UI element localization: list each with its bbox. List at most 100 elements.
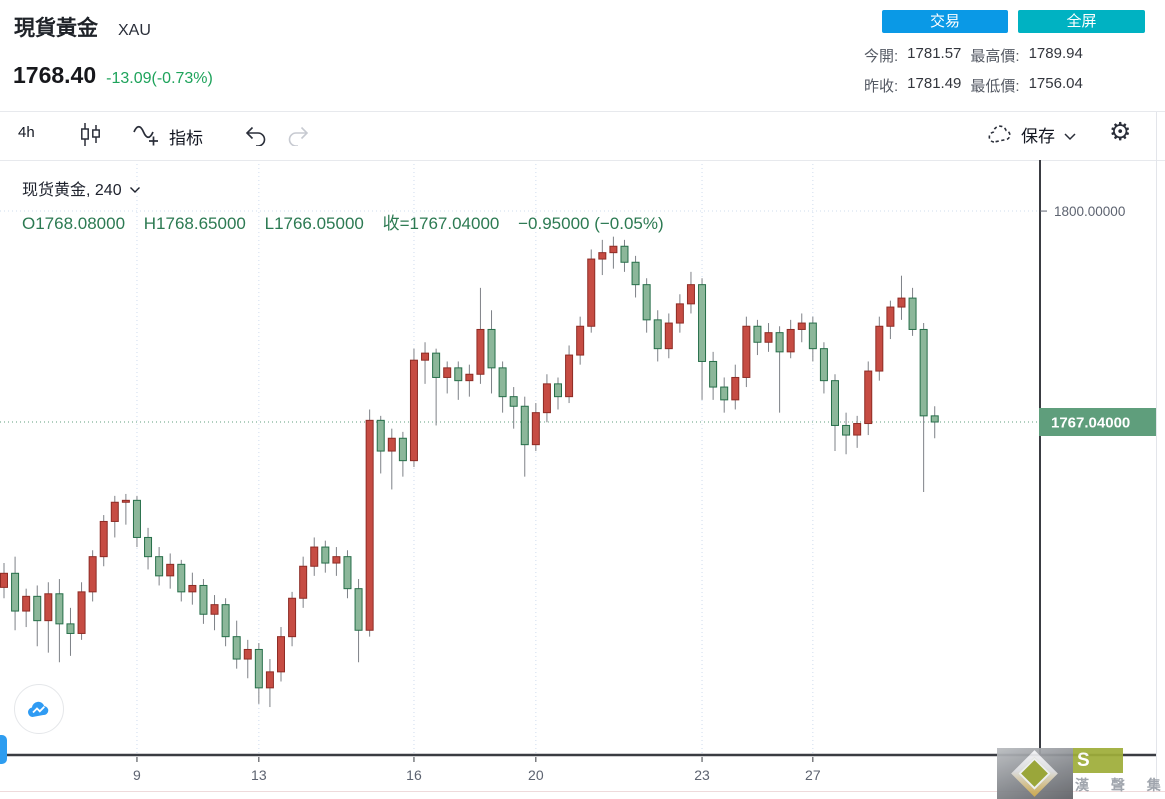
candle-down bbox=[698, 284, 707, 362]
stat-open-label: 今開: bbox=[864, 48, 899, 65]
save-dropdown-button[interactable] bbox=[1063, 132, 1077, 141]
candle-down bbox=[232, 636, 241, 660]
candle-up bbox=[387, 437, 396, 452]
time-axis-label: 27 bbox=[805, 767, 821, 783]
candle-down bbox=[930, 415, 939, 423]
indicators-button[interactable]: 指标 bbox=[131, 123, 203, 149]
time-axis-label: 23 bbox=[694, 767, 710, 783]
instrument-symbol: XAU bbox=[118, 22, 151, 39]
stat-high-value: 1789.94 bbox=[1028, 45, 1083, 62]
candle-up bbox=[443, 367, 452, 378]
candle-down bbox=[254, 648, 263, 689]
candle-down bbox=[720, 386, 729, 401]
time-axis-label: 20 bbox=[528, 767, 544, 783]
candle-up bbox=[731, 376, 740, 401]
toolbar-bottom-divider bbox=[0, 160, 1165, 161]
interval-label: 4h bbox=[18, 124, 35, 141]
candle-up bbox=[531, 412, 540, 446]
legend-chevron-down-icon[interactable] bbox=[129, 186, 141, 194]
candle-up bbox=[542, 383, 551, 414]
candle-down bbox=[620, 245, 629, 263]
candle-down bbox=[908, 297, 917, 330]
scroll-left-handle[interactable] bbox=[0, 735, 7, 764]
candlestick-chart-canvas[interactable]: 9 13 16 20 23 27 1800.00000 1767.04000 bbox=[0, 160, 1165, 799]
candle-up bbox=[166, 563, 175, 577]
ohlc-close: 收=1767.04000 bbox=[382, 214, 500, 233]
instrument-header: 現貨黃金 XAU bbox=[14, 12, 151, 42]
stat-prevclose-label: 昨收: bbox=[864, 78, 899, 95]
candle-down bbox=[631, 261, 640, 286]
fullscreen-button[interactable]: 全屏 bbox=[1018, 10, 1145, 33]
chart-style-button[interactable] bbox=[76, 121, 103, 148]
candle-down bbox=[709, 360, 718, 388]
candle-up bbox=[686, 284, 695, 305]
hansheng-logo-icon bbox=[997, 748, 1073, 799]
ohlc-open: O1768.08000 bbox=[22, 214, 126, 233]
candle-down bbox=[842, 424, 851, 436]
candle-up bbox=[265, 671, 274, 689]
stat-open-value: 1781.57 bbox=[907, 45, 962, 62]
ohlc-readout: O1768.08000 H1768.65000 L1766.05000 收=17… bbox=[22, 209, 678, 234]
stat-low-value: 1756.04 bbox=[1028, 75, 1083, 92]
trade-button[interactable]: 交易 bbox=[882, 10, 1008, 33]
ohlc-low: L1766.05000 bbox=[264, 214, 364, 233]
candle-down bbox=[819, 348, 828, 382]
candle-up bbox=[88, 556, 97, 593]
watermark-partial-text: S bbox=[1073, 748, 1123, 773]
daily-stats: 今開: 1781.57 最高價: 1789.94 昨收: 1781.49 最低價… bbox=[864, 45, 1083, 96]
hansheng-watermark: S 漢 聲 集 團 bbox=[997, 748, 1165, 799]
blue-cloud-chart-icon bbox=[28, 701, 49, 717]
candle-up bbox=[110, 501, 119, 522]
candlestick-style-icon bbox=[81, 123, 100, 146]
chevron-down-icon bbox=[1064, 133, 1076, 141]
indicators-label: 指标 bbox=[169, 128, 203, 148]
settings-button[interactable]: ⚙︎ bbox=[1109, 119, 1131, 145]
candle-down bbox=[653, 319, 662, 350]
candle-up bbox=[875, 325, 884, 372]
candle-up bbox=[565, 354, 574, 398]
save-label: 保存 bbox=[1021, 127, 1055, 146]
candle-down bbox=[520, 405, 529, 446]
candle-up bbox=[288, 597, 297, 638]
candle-up bbox=[421, 352, 430, 361]
time-axis-label: 13 bbox=[251, 767, 267, 783]
save-button[interactable]: 保存 bbox=[986, 122, 1055, 147]
interval-button[interactable]: 4h bbox=[18, 124, 35, 141]
candle-down bbox=[66, 623, 75, 634]
redo-button[interactable] bbox=[286, 125, 311, 146]
ohlc-high: H1768.65000 bbox=[143, 214, 246, 233]
time-axis-label: 9 bbox=[133, 767, 141, 783]
redo-icon bbox=[288, 126, 309, 146]
candle-down bbox=[354, 588, 363, 631]
candle-down bbox=[509, 396, 518, 407]
cloud-save-icon bbox=[988, 124, 1011, 143]
candle-down bbox=[132, 499, 141, 538]
last-price-tag-label: 1767.04000 bbox=[1051, 415, 1130, 432]
candle-down bbox=[343, 556, 352, 590]
candle-up bbox=[0, 572, 8, 588]
gear-icon: ⚙︎ bbox=[1109, 118, 1132, 146]
candle-up bbox=[742, 325, 751, 378]
candle-down bbox=[454, 367, 463, 382]
candle-up bbox=[188, 584, 197, 593]
candle-down bbox=[432, 352, 441, 378]
candle-up bbox=[664, 322, 673, 350]
candle-up bbox=[465, 373, 474, 382]
candle-up bbox=[44, 593, 53, 622]
series-legend[interactable]: 现货黄金, 240 bbox=[22, 176, 141, 200]
candle-down bbox=[753, 325, 762, 343]
candle-up bbox=[299, 565, 308, 599]
candle-up bbox=[332, 556, 341, 564]
toolbar-top-divider bbox=[0, 111, 1165, 112]
pane-right-border bbox=[1156, 112, 1157, 791]
candle-up bbox=[77, 591, 86, 634]
provider-logo-button[interactable] bbox=[14, 684, 64, 734]
stat-prevclose-value: 1781.49 bbox=[907, 75, 962, 92]
candle-down bbox=[33, 595, 42, 622]
candle-down bbox=[554, 383, 562, 398]
undo-button[interactable] bbox=[243, 125, 268, 146]
candle-up bbox=[587, 258, 596, 327]
candle-down bbox=[144, 536, 153, 558]
widget-bottom-border bbox=[0, 791, 1165, 792]
stat-high-label: 最高價: bbox=[970, 48, 1020, 65]
